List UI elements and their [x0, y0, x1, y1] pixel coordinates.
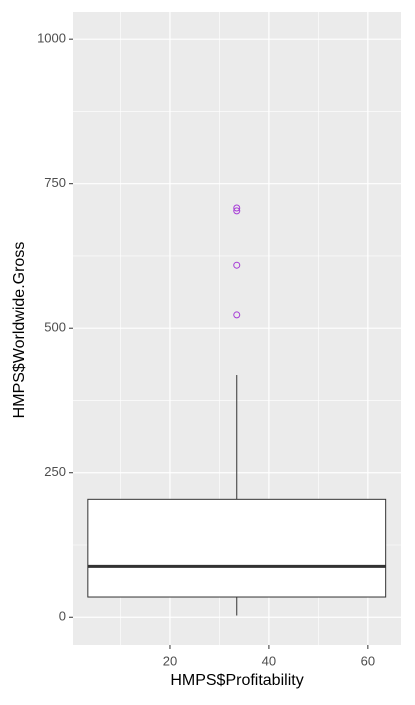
x-tick-label: 40 — [262, 653, 276, 668]
box — [87, 498, 387, 598]
outlier — [233, 204, 241, 212]
y-tick-label: 250 — [44, 464, 66, 479]
x-tick-label: 20 — [163, 653, 177, 668]
y-tick-label: 0 — [59, 609, 66, 624]
x-tick-label: 60 — [361, 653, 375, 668]
outlier — [233, 207, 241, 215]
y-tick-label: 500 — [44, 320, 66, 335]
x-axis-title: HMPS$Profitability — [170, 672, 303, 689]
outlier — [233, 311, 241, 319]
y-axis-title: HMPS$Worldwide.Gross — [11, 242, 28, 419]
y-tick-label: 750 — [44, 175, 66, 190]
outlier — [233, 261, 241, 269]
y-tick-label: 1000 — [37, 31, 66, 46]
